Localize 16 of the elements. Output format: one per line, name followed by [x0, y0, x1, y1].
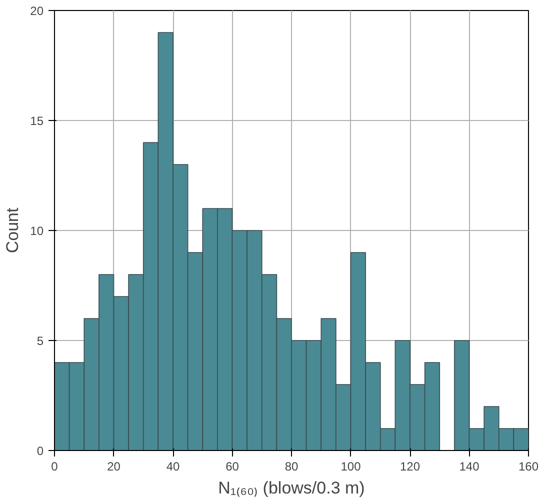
x-tick-label: 60: [226, 460, 240, 474]
y-tick-label: 15: [30, 114, 44, 128]
x-tick-label: 160: [518, 460, 539, 474]
x-tick-label: 20: [107, 460, 121, 474]
x-tick-label: 80: [284, 460, 298, 474]
y-axis-title: Count: [3, 208, 22, 254]
x-tick-label: 0: [51, 460, 58, 474]
y-tick-label: 0: [36, 444, 44, 458]
x-tick-label: 40: [166, 460, 180, 474]
x-tick-label: 120: [400, 460, 420, 474]
y-tick-label: 5: [36, 334, 44, 348]
x-tick-label: 140: [459, 460, 480, 474]
x-axis-title: N₁₍₆₀₎ (blows/0.3 m): [218, 478, 365, 498]
y-tick-label: 20: [30, 4, 44, 18]
y-tick-label: 10: [30, 224, 44, 238]
x-tick-label: 100: [340, 460, 362, 474]
